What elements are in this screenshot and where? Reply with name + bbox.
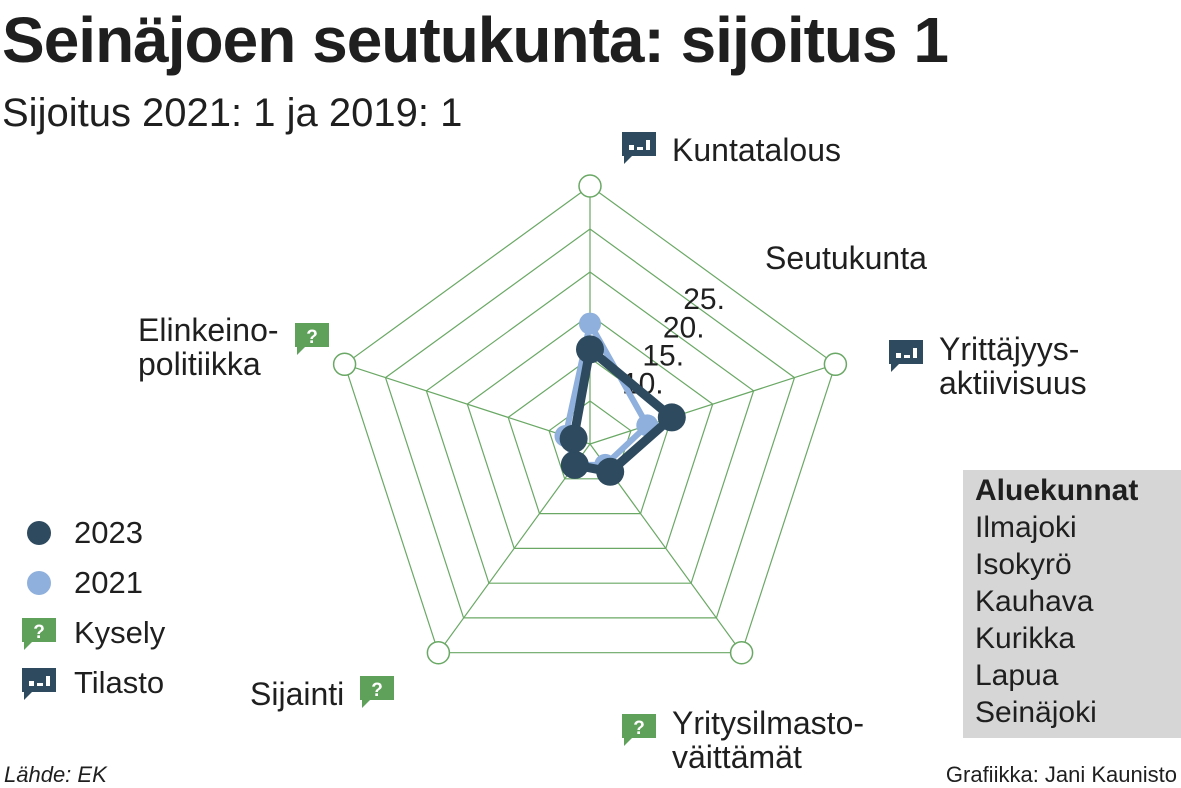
ring-label: 15. (642, 340, 684, 373)
survey-icon: ? (620, 710, 658, 754)
axis-label-text-block: Yrittäjyys- aktiivisuus (939, 332, 1087, 400)
member-municipalities-heading: Aluekunnat (975, 474, 1139, 507)
axis-label-sijainti: Sijainti ? (250, 672, 396, 716)
axis-end-marker (332, 352, 357, 377)
grid-ring (384, 228, 796, 619)
legend-label: Tilasto (74, 665, 165, 700)
axis-end-marker (823, 352, 848, 377)
legend: 2023 2021 ? Kysely Tilasto (18, 508, 165, 708)
stat-icon (22, 668, 56, 700)
legend-item-tilasto: Tilasto (18, 658, 165, 708)
stat-icon (620, 128, 658, 172)
axis-label-kuntatalous: Kuntatalous (620, 128, 841, 172)
series-2023-dot (27, 521, 51, 545)
chart-title: Seinäjoen seutukunta: sijoitus 1 (2, 4, 949, 76)
axis-end-marker (426, 640, 451, 665)
svg-text:?: ? (33, 622, 45, 643)
axis-label-text: Kuntatalous (672, 132, 842, 168)
municipality-item: Seinäjoki (975, 696, 1097, 729)
axis-label-text-block: Elinkeino- politiikka (138, 313, 279, 381)
axis-end-marker (729, 640, 754, 665)
grid-ring (425, 271, 755, 584)
grid-ring (466, 314, 714, 550)
axis-label-line: Yritysilmasto- (672, 705, 865, 741)
axis-label-line: väittämät (672, 739, 802, 775)
axis-label-line: politiikka (138, 346, 261, 382)
data-point (596, 457, 625, 486)
municipality-item: Kurikka (975, 622, 1076, 655)
series-2023 (559, 335, 686, 486)
axis-end-marker (578, 174, 602, 198)
axis-label-line: Yrittäjyys- (939, 331, 1080, 367)
data-point (560, 450, 589, 479)
grid-spoke (437, 443, 591, 654)
legend-label: 2021 (74, 565, 143, 600)
legend-item-kysely: ? Kysely (18, 608, 165, 658)
chart-subtitle: Sijoitus 2021: 1 ja 2019: 1 (2, 91, 463, 135)
survey-icon: ? (293, 319, 331, 363)
svg-text:?: ? (633, 718, 645, 739)
axis-label-text-block: Yritysilmasto- väittämät (672, 706, 864, 774)
axis-label-yritysilmastovaittamat: ? Yritysilmasto- väittämät (620, 706, 864, 774)
svg-text:?: ? (306, 327, 318, 348)
municipality-item: Lapua (975, 659, 1059, 692)
legend-label: Kysely (74, 615, 166, 650)
ring-scale-title: Seutukunta (765, 240, 927, 276)
municipality-item: Kauhava (975, 585, 1094, 618)
legend-item-2023: 2023 (18, 508, 165, 558)
axis-label-text: Sijainti (250, 676, 345, 712)
stat-icon (887, 336, 925, 380)
data-point (559, 424, 588, 453)
legend-marker: ? (18, 614, 60, 652)
axis-label-line: aktiivisuus (939, 365, 1087, 401)
grid-spoke (589, 363, 836, 445)
graphic-credit: Grafiikka: Jani Kaunisto (945, 762, 1177, 787)
legend-label: 2023 (74, 515, 143, 550)
ring-label: 25. (683, 283, 725, 316)
svg-text:?: ? (371, 680, 383, 701)
legend-marker (18, 521, 60, 545)
survey-icon: ? (22, 618, 56, 650)
data-point (657, 403, 686, 432)
axis-label-yrittajyysaktiivisuus: Yrittäjyys- aktiivisuus (887, 332, 1087, 400)
grid-ring (548, 400, 632, 480)
legend-marker (18, 571, 60, 595)
municipality-item: Isokyrö (975, 548, 1072, 581)
data-point (576, 335, 604, 364)
grid-spoke (344, 363, 591, 445)
series-2021-dot (27, 571, 51, 595)
ring-label: 20. (663, 311, 705, 344)
data-point (579, 312, 601, 335)
legend-marker (18, 664, 60, 702)
grid-ring (343, 185, 837, 654)
series-line (569, 344, 677, 477)
source-note: Lähde: EK (4, 762, 107, 787)
axis-label-line: Elinkeino- (138, 312, 279, 348)
municipality-item: Ilmajoki (975, 511, 1077, 544)
survey-icon: ? (358, 672, 396, 716)
legend-item-2021: 2021 (18, 558, 165, 608)
member-municipalities-box: Aluekunnat Ilmajoki Isokyrö Kauhava Kuri… (963, 470, 1181, 738)
radar-series (554, 312, 686, 486)
axis-label-elinkeinopolitiikka: Elinkeino- politiikka ? (138, 313, 331, 381)
